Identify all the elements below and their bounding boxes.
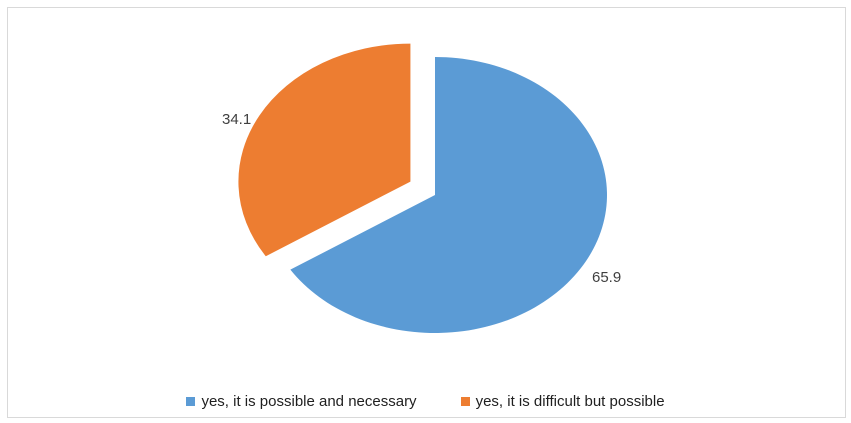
slice-possible-necessary [290,57,607,334]
data-label-difficult-possible: 34.1 [222,111,251,128]
legend-swatch-difficult-possible [460,396,470,406]
slice-difficult-possible [238,43,411,257]
legend-label-difficult-possible: yes, it is difficult but possible [475,392,665,410]
legend-swatch-possible-necessary [186,396,196,406]
legend: yes, it is possible and necessary yes, i… [0,389,851,413]
legend-item-difficult-possible: yes, it is difficult but possible [460,392,665,410]
legend-item-possible-necessary: yes, it is possible and necessary [186,392,417,410]
legend-label-possible-necessary: yes, it is possible and necessary [201,392,417,410]
data-label-possible-necessary: 65.9 [592,269,621,286]
